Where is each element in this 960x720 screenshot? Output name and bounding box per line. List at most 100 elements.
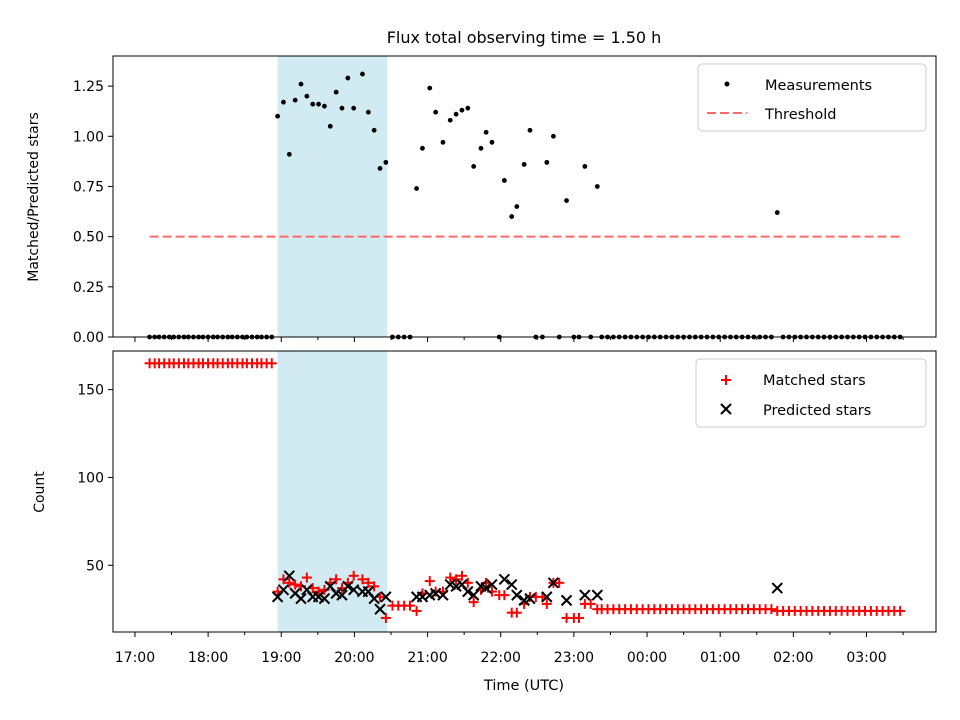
- measurement-point: [478, 145, 484, 151]
- ratio-x-ticks: [134, 337, 904, 342]
- ratio-y-tick-label: 0.25: [73, 280, 104, 296]
- x-tick-label: 02:00: [773, 650, 813, 666]
- matched-star-point: [284, 577, 295, 588]
- measurement-point: [514, 204, 520, 209]
- predicted-star-point: [437, 589, 449, 601]
- matched-star-point: [499, 590, 510, 601]
- measurement-point: [489, 139, 495, 145]
- predicted-star-point: [295, 592, 307, 605]
- x-tick-label: 22:00: [481, 650, 521, 666]
- predicted-star-point: [374, 603, 386, 615]
- measurement-point: [339, 105, 345, 111]
- measurement-point: [427, 85, 433, 91]
- ratio-y-tick-label: 0.75: [73, 179, 104, 195]
- ratio-highlight-span: [277, 56, 388, 337]
- measurement-point: [521, 161, 527, 167]
- predicted-star-point: [498, 573, 511, 586]
- predicted-star-point: [380, 591, 392, 603]
- ratio-y-ticks: 0.00 0.25 0.50 0.75 1.00 1.25: [73, 79, 113, 346]
- x-axis-label: Time (UTC): [483, 678, 564, 694]
- matched-star-point: [290, 579, 301, 590]
- predicted-star-point: [579, 589, 591, 601]
- x-tick-label: 03:00: [846, 650, 886, 666]
- predicted-legend-label: Predicted stars: [763, 403, 871, 419]
- predicted-star-point: [342, 580, 354, 593]
- measurement-point: [281, 99, 286, 105]
- measurement-point: [433, 109, 439, 115]
- matched-star-point: [348, 570, 359, 581]
- measurement-point: [453, 111, 459, 117]
- measurement-point: [465, 105, 471, 111]
- predicted-star-point: [283, 570, 296, 582]
- matched-star-point: [445, 572, 456, 583]
- measurement-point: [286, 151, 292, 157]
- predicted-star-point: [771, 582, 783, 594]
- matched-star-point: [456, 570, 467, 581]
- measurements-legend-label: Measurements: [765, 78, 872, 94]
- measurement-point: [564, 198, 569, 203]
- predicted-star-point: [277, 584, 290, 596]
- matched-star-point: [468, 597, 479, 608]
- ratio-legend: Measurements Threshold: [697, 63, 927, 132]
- measurement-point: [365, 109, 371, 115]
- measurement-point: [351, 105, 357, 111]
- matched-star-point: [895, 605, 906, 616]
- measurement-point: [459, 107, 465, 113]
- count-legend: Matched stars Predicted stars: [695, 358, 927, 428]
- x-tick-label: 18:00: [188, 650, 228, 666]
- threshold-legend-label: Threshold: [764, 107, 836, 123]
- count-y-axis-label: Count: [32, 471, 48, 513]
- measurement-point: [345, 75, 351, 81]
- measurement-point: [447, 117, 453, 123]
- measurement-point: [371, 127, 377, 133]
- matched-star-point: [411, 605, 422, 616]
- matched-star-point: [405, 600, 416, 611]
- measurement-point: [582, 163, 588, 169]
- predicted-star-point: [505, 578, 518, 591]
- x-tick-label: 20:00: [334, 650, 374, 666]
- predicted-star-point: [486, 578, 498, 591]
- predicted-stars-points: [271, 570, 783, 615]
- count-y-tick-label: 100: [77, 470, 104, 486]
- predicted-star-point: [560, 594, 573, 607]
- x-tick-label: 23:00: [554, 650, 594, 666]
- predicted-star-point: [347, 584, 360, 596]
- matched-star-point: [541, 598, 552, 609]
- measurement-point: [774, 210, 780, 215]
- x-tick-label: 00:00: [627, 650, 667, 666]
- matched-star-point: [380, 612, 391, 623]
- measurement-point: [275, 113, 280, 119]
- matched-star-point: [266, 358, 277, 369]
- measurement-point: [333, 89, 339, 95]
- matched-star-point: [369, 581, 380, 592]
- predicted-star-point: [524, 592, 536, 605]
- predicted-legend-marker: [720, 403, 732, 415]
- ratio-y-axis-label: Matched/Predicted stars: [26, 112, 42, 282]
- count-y-ticks: 50 100 150: [77, 383, 113, 574]
- predicted-star-point: [480, 582, 492, 594]
- measurement-point: [544, 159, 550, 165]
- measurement-point: [414, 186, 419, 191]
- ratio-axes-frame: [112, 55, 937, 338]
- predicted-star-point: [462, 585, 474, 598]
- x-tick-label: 19:00: [261, 650, 301, 666]
- measurement-point: [501, 178, 507, 183]
- measurement-point: [483, 129, 489, 135]
- predicted-star-point: [541, 591, 553, 603]
- measurement-point: [292, 97, 298, 103]
- ratio-legend-box: [697, 63, 927, 132]
- ratio-y-tick-label: 1.00: [73, 129, 104, 145]
- predicted-star-point: [511, 589, 523, 601]
- measurement-point: [377, 166, 383, 171]
- matched-star-point: [424, 576, 435, 587]
- x-tick-label: 21:00: [407, 650, 447, 666]
- matched-star-point: [511, 607, 522, 618]
- x-tick-label: 01:00: [700, 650, 740, 666]
- matched-star-point: [554, 577, 565, 588]
- matched-legend-marker: [721, 375, 731, 385]
- ratio-panel: 0.00 0.25 0.50 0.75 1.00 1.25 Matched/Predict…: [26, 55, 937, 346]
- matched-star-point: [313, 586, 324, 597]
- count-y-tick-label: 50: [86, 558, 104, 574]
- ratio-y-tick-label: 0.50: [73, 230, 104, 246]
